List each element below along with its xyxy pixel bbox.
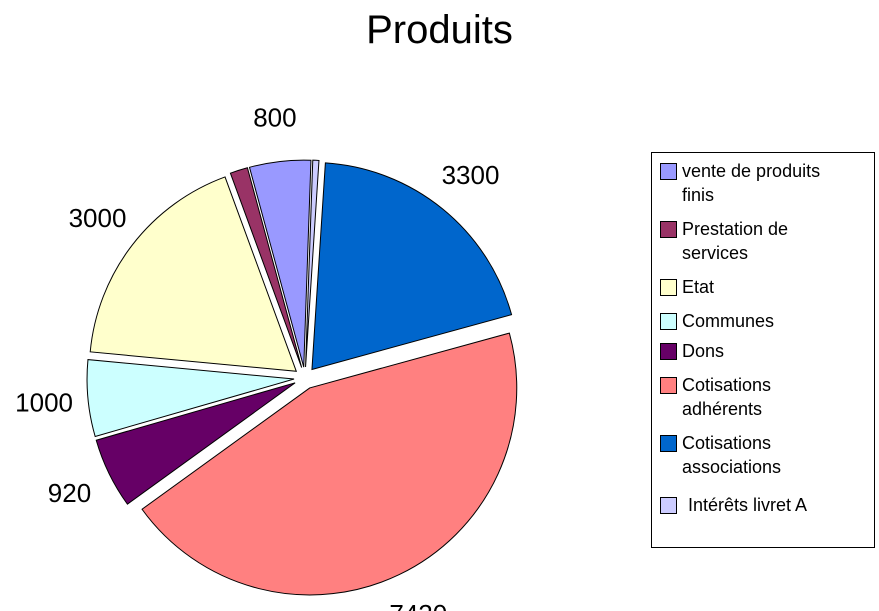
legend-label: Dons	[682, 341, 725, 361]
pie-slice-cotisations-adherents	[141, 332, 518, 596]
legend-label: Prestation de services	[682, 219, 789, 263]
legend-item-prestation-de-services: Prestation de services	[660, 217, 852, 265]
pie-slice-prestation-de-services	[229, 167, 303, 368]
legend-swatch	[660, 343, 677, 360]
legend-swatch	[660, 435, 677, 452]
data-label-communes: 1000	[15, 388, 73, 418]
data-label-cotisations-adherents: 7420	[389, 599, 447, 611]
pie-slices	[86, 159, 518, 596]
legend-item-dons: Dons	[660, 339, 852, 363]
pie-slice-dons	[95, 382, 296, 505]
data-label-vente-de-produits-finis: 800	[253, 103, 296, 133]
pie-data-labels: 800 3000 1000 920 7420 3300	[15, 103, 499, 611]
legend-item-cotisations-associations: Cotisations associations	[660, 431, 852, 479]
data-label-etat: 3000	[69, 203, 127, 233]
data-label-dons: 920	[48, 478, 91, 508]
pie-slice-cotisations-associations	[311, 162, 513, 371]
legend-label: Cotisations adhérents	[682, 375, 772, 419]
chart-legend: vente de produits finis Prestation de se…	[651, 152, 875, 548]
legend-swatch	[660, 163, 677, 180]
legend-item-vente-de-produits-finis: vente de produits finis	[660, 159, 852, 207]
legend-label: vente de produits finis	[682, 161, 821, 205]
legend-label: Etat	[682, 277, 715, 297]
legend-item-interets-livret-a: Intérêts livret A	[660, 493, 858, 517]
chart-title: Produits	[366, 8, 513, 52]
legend-item-etat: Etat	[660, 275, 852, 299]
legend-label: Cotisations associations	[682, 433, 782, 477]
legend-label: Intérêts livret A	[688, 495, 808, 515]
pie-slice-communes	[86, 359, 295, 438]
legend-swatch	[660, 313, 677, 330]
legend-swatch	[660, 221, 677, 238]
legend-swatch	[660, 377, 677, 394]
legend-label: Communes	[682, 311, 775, 331]
data-label-cotisations-associations: 3300	[442, 160, 500, 190]
pie-slice-etat	[89, 176, 298, 372]
pie-slice-vente-de-produits-finis	[248, 159, 312, 368]
legend-item-communes: Communes	[660, 309, 852, 333]
legend-swatch	[660, 279, 677, 296]
pie-slice-interets-livret-a	[305, 159, 320, 368]
legend-swatch	[660, 497, 677, 514]
legend-item-cotisations-adherents: Cotisations adhérents	[660, 373, 852, 421]
